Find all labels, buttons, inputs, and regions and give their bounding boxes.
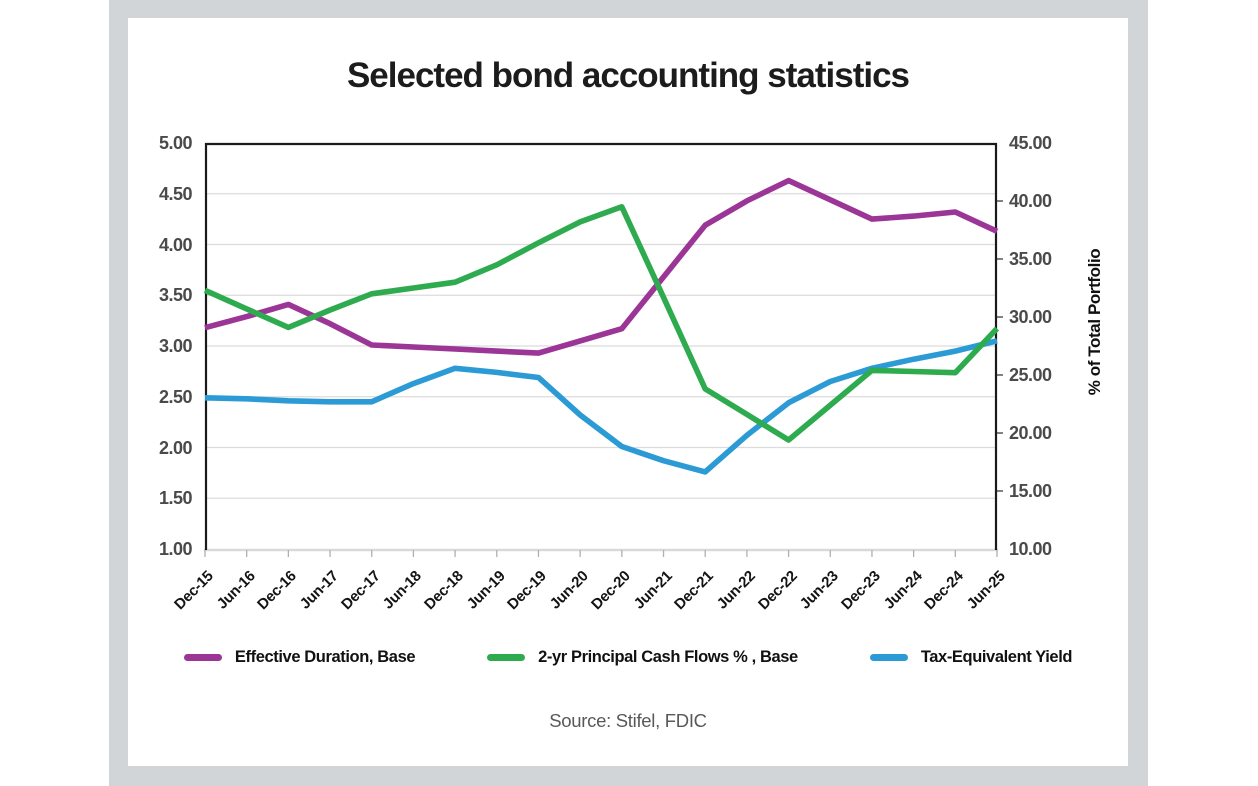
series-line-tax-equivalent-yield bbox=[204, 338, 998, 475]
y-axis-left-label: 1.50 bbox=[158, 488, 193, 509]
legend-label: 2-yr Principal Cash Flows % , Base bbox=[538, 648, 798, 666]
legend-label: Tax-Equivalent Yield bbox=[920, 648, 1073, 666]
y-axis-left-label: 3.50 bbox=[158, 285, 193, 306]
legend-item-tax-equivalent-yield: Tax-Equivalent Yield bbox=[869, 648, 1073, 667]
legend-swatch-2-yr-principal-cash-flows-base bbox=[487, 654, 526, 661]
chart-plot bbox=[203, 142, 1003, 557]
y-axis-left-label: 5.00 bbox=[158, 133, 193, 153]
y-axis-right-label: 30.00 bbox=[1009, 307, 1052, 327]
legend-swatch-tax-equivalent-yield bbox=[869, 654, 908, 661]
y-axis-left-label: 3.00 bbox=[158, 336, 193, 356]
source-note: Source: Stifel, FDIC bbox=[549, 710, 707, 731]
right-axis-title: % of Total Portfolio bbox=[1085, 248, 1104, 396]
y-axis-right-label: 15.00 bbox=[1009, 481, 1052, 501]
chart-card: Selected bond accounting statistics % of… bbox=[128, 18, 1128, 766]
legend-label: Effective Duration, Base bbox=[234, 648, 416, 666]
series-line-2-yr-principal-cash-flows-base bbox=[203, 203, 1000, 443]
y-axis-right-label: 35.00 bbox=[1009, 249, 1052, 269]
series-line-effective-duration-base bbox=[204, 177, 999, 356]
legend: Effective Duration, Base 2-yr Principal C… bbox=[128, 648, 1128, 667]
legend-swatch-effective-duration-base bbox=[183, 654, 222, 661]
y-axis-right-label: 25.00 bbox=[1009, 365, 1052, 385]
y-axis-right-label: 40.00 bbox=[1009, 191, 1052, 211]
y-axis-left-label: 2.00 bbox=[158, 437, 193, 458]
plot-border bbox=[204, 142, 998, 550]
legend-item-2-yr-principal-cash-flows-base: 2-yr Principal Cash Flows % , Base bbox=[487, 648, 798, 667]
y-axis-left-label: 1.00 bbox=[158, 539, 193, 559]
y-axis-right-label: 20.00 bbox=[1009, 423, 1052, 443]
y-axis-left-label: 2.50 bbox=[158, 386, 193, 407]
y-axis-right-label: 45.00 bbox=[1009, 133, 1052, 153]
y-axis-left-label: 4.50 bbox=[158, 183, 193, 204]
legend-item-effective-duration-base: Effective Duration, Base bbox=[183, 648, 416, 667]
chart-title: Selected bond accounting statistics bbox=[346, 56, 910, 95]
y-axis-left-label: 4.00 bbox=[158, 234, 193, 255]
y-axis-right-label: 10.00 bbox=[1009, 539, 1052, 559]
